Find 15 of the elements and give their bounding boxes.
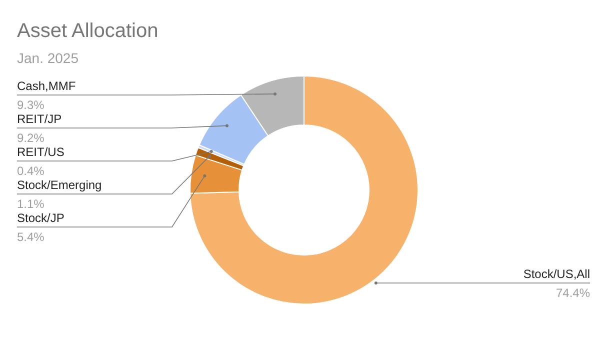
data-label: 74.4% xyxy=(556,286,590,300)
slice-label: Cash,MMF xyxy=(17,79,76,93)
chart-subtitle: Jan. 2025 xyxy=(17,50,79,66)
data-label: 0.4% xyxy=(17,164,45,178)
data-label: 1.1% xyxy=(17,197,45,211)
data-label: 5.4% xyxy=(17,230,45,244)
slice-label: Stock/JP xyxy=(17,211,64,225)
slice-label: Stock/Emerging xyxy=(17,178,102,192)
slice-label: REIT/JP xyxy=(17,112,62,126)
donut-slice xyxy=(190,76,418,304)
chart-title: Asset Allocation xyxy=(17,20,158,42)
data-label: 9.2% xyxy=(17,131,45,145)
slice-label: Stock/US,All xyxy=(523,267,590,281)
data-label: 9.3% xyxy=(17,98,45,112)
slice-label: REIT/US xyxy=(17,145,64,159)
